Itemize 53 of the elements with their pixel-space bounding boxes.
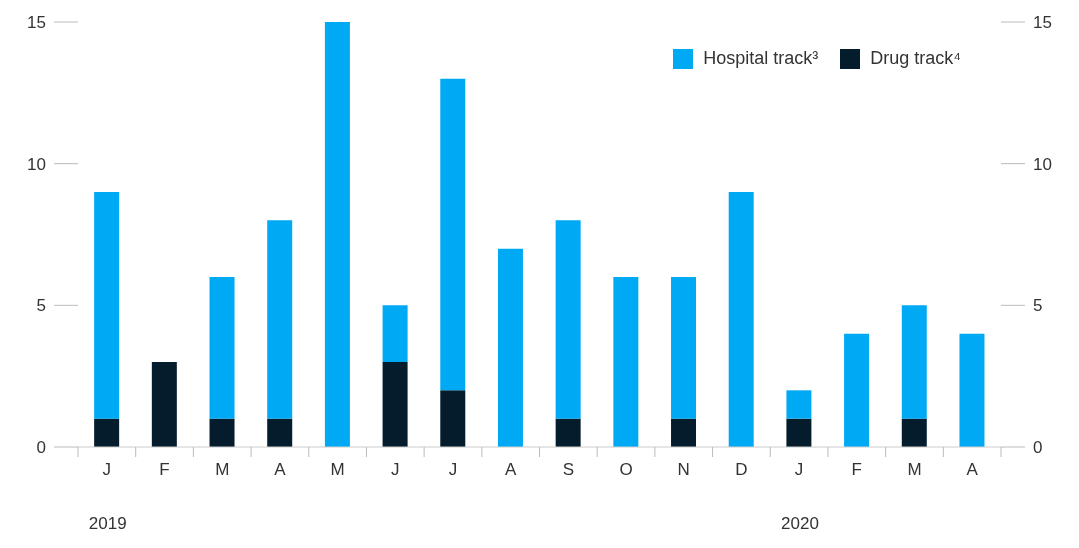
y-tick-label: 10 [27, 154, 46, 174]
y-tick-label: 5 [36, 296, 46, 316]
text: 2020 [781, 514, 819, 534]
x-tick-label: M [330, 460, 345, 479]
text: 2019 [88, 514, 127, 534]
x-tick-label: M [215, 460, 230, 479]
bar [844, 333, 870, 447]
x-tick-label: O [619, 460, 633, 479]
y2-tick-label: 0 [1033, 438, 1043, 458]
bar [382, 362, 408, 447]
x-tick-label: S [562, 460, 575, 479]
y-tick-label: 0 [36, 438, 46, 458]
x-tick-label: F [851, 460, 862, 479]
x-tick-label: M [907, 460, 922, 479]
x-tick-label: A [966, 460, 979, 479]
bar [959, 333, 985, 447]
bar [901, 418, 927, 447]
y2-tick-label: 15 [1033, 13, 1052, 33]
x-tick-label: N [677, 460, 690, 479]
bar [497, 248, 523, 447]
bar [786, 418, 812, 447]
bar [94, 192, 120, 419]
bar [209, 277, 235, 419]
x-tick-label: A [274, 460, 287, 479]
bar [151, 362, 177, 447]
bar [555, 418, 581, 447]
x-tick-label: J [102, 460, 112, 479]
bar [267, 220, 293, 419]
x-tick-label: J [448, 460, 458, 479]
bar [440, 390, 466, 447]
x-tick-label: A [504, 460, 517, 479]
legend-label: Hospital track³ [703, 48, 819, 69]
bar [671, 277, 697, 419]
bar [440, 78, 466, 391]
bar [786, 390, 812, 419]
y2-tick-label: 5 [1033, 296, 1043, 316]
bar [901, 305, 927, 419]
bar [94, 418, 120, 447]
bar [324, 22, 350, 447]
x-tick-label: J [391, 460, 400, 479]
bar [555, 220, 581, 419]
bar [671, 418, 697, 447]
x-tick-label: F [159, 460, 170, 479]
bar [728, 192, 754, 447]
y2-tick-label: 10 [1033, 154, 1052, 174]
bar [613, 277, 639, 447]
bar [209, 418, 235, 447]
y-tick-label: 15 [27, 13, 46, 33]
bar [267, 418, 293, 447]
bar [382, 305, 408, 362]
x-tick-label: J [794, 460, 804, 479]
legend-label: Drug track⁴ [870, 48, 961, 69]
x-tick-label: D [735, 460, 748, 479]
